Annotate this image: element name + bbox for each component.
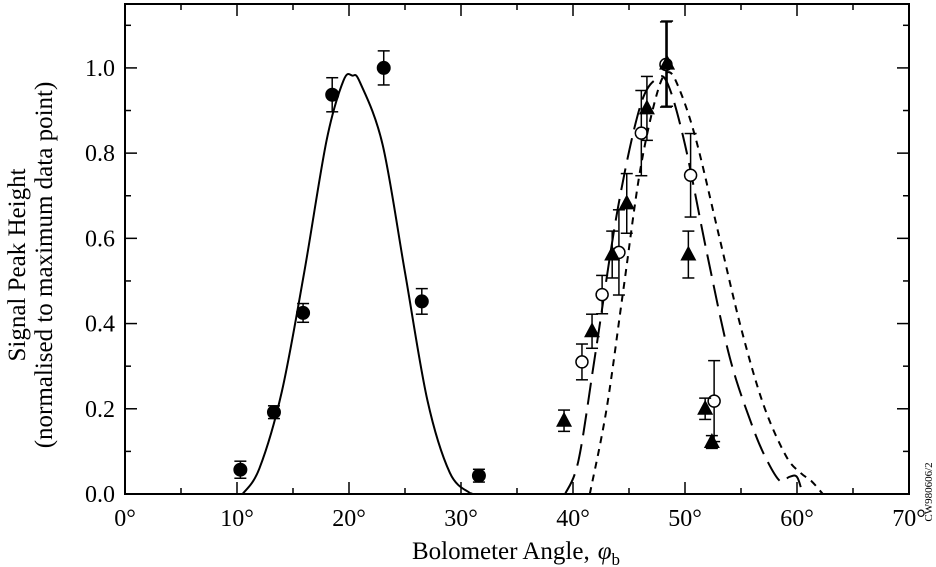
open-circle-point	[707, 394, 721, 408]
x-tick-label: 40°	[556, 506, 590, 532]
y-axis-label: Signal Peak Height (normalised to maximu…	[4, 82, 58, 449]
plot-frame	[124, 3, 910, 495]
open-circle-point	[595, 287, 609, 302]
curve-short-dash	[588, 71, 824, 495]
x-axis-label: Bolometer Angle, φb	[412, 538, 620, 567]
filled-triangle-point	[703, 433, 720, 449]
x-tick-label: 20°	[332, 506, 366, 532]
x-tick-label: 70°	[892, 506, 926, 532]
open-circle-point	[634, 126, 649, 140]
open-circle-point	[575, 355, 589, 369]
filled-circle-point	[376, 60, 391, 75]
open-circle-point	[683, 168, 698, 183]
y-tick-label: 0.4	[85, 312, 115, 338]
y-axis-label-line2: (normalised to maximum data point)	[31, 82, 58, 449]
x-tick-label: 30°	[444, 506, 478, 532]
y-tick-label: 1.0	[85, 56, 115, 82]
x-tick-label: 60°	[780, 506, 814, 532]
filled-triangle-point	[680, 245, 697, 261]
axis-ticks: 0° 10° 20° 30° 40° 50° 60° 70° 0.0 0.2 0.4 0.6 0.8 1.…	[85, 4, 926, 532]
filled-circle-point	[296, 305, 311, 320]
filled-circle-point	[471, 468, 486, 483]
x-tick-label: 0°	[114, 506, 136, 532]
filled-triangle-point	[584, 322, 601, 338]
y-tick-label: 0.6	[85, 226, 115, 252]
y-tick-label: 0.8	[85, 141, 115, 167]
filled-circle-point	[266, 405, 281, 420]
curve-long-dash	[564, 75, 804, 495]
filled-triangle-point	[638, 99, 655, 115]
filled-circle-point	[233, 462, 248, 477]
filled-triangle-point	[618, 194, 635, 210]
y-axis-label-line1: Signal Peak Height	[4, 168, 31, 361]
y-tick-label: 0.2	[85, 397, 115, 423]
x-tick-label: 50°	[668, 506, 702, 532]
filled-circle-point	[325, 87, 340, 102]
x-tick-label: 10°	[220, 506, 254, 532]
figure-code: CW980606/2	[923, 462, 935, 521]
filled-triangle-point	[556, 411, 573, 427]
filled-triangle-point	[697, 399, 714, 415]
filled-circle-point	[414, 294, 429, 309]
data-markers	[233, 20, 721, 483]
curve-solid	[241, 72, 474, 495]
y-tick-label: 0.0	[85, 482, 115, 508]
filled-triangle-point	[604, 245, 621, 261]
fit-curves	[241, 71, 824, 495]
filled-triangle-point	[659, 54, 676, 70]
